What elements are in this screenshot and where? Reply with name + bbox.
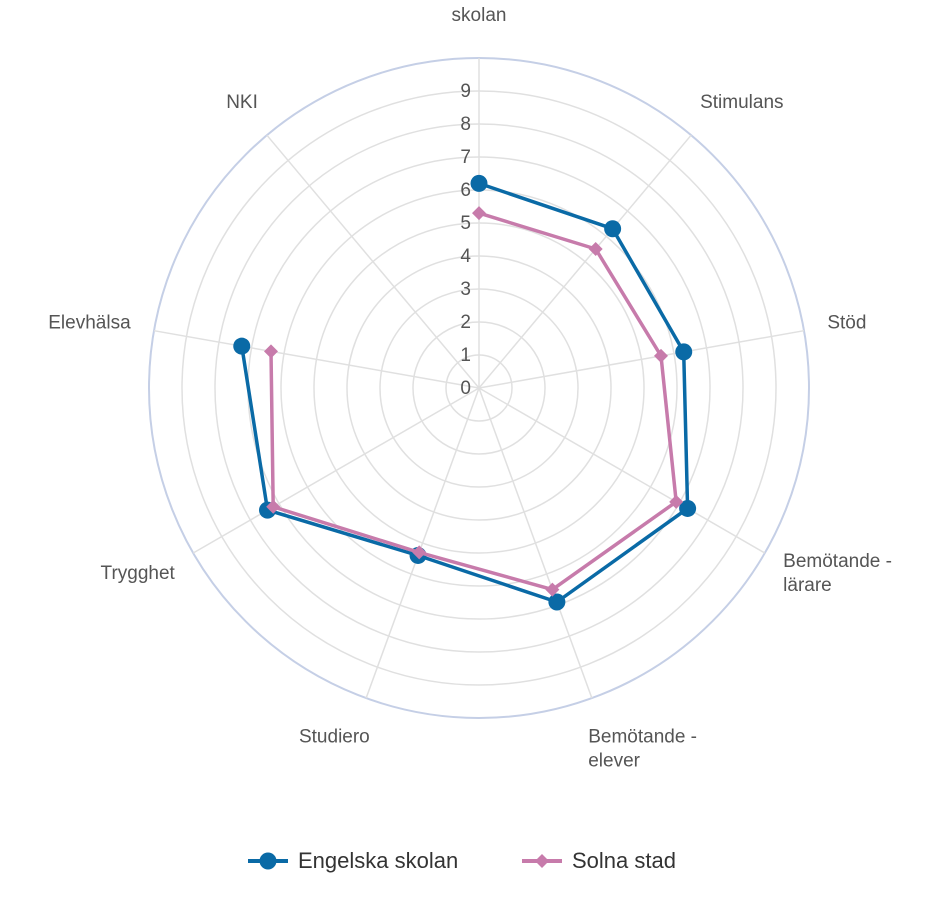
spoke-line (478, 387, 766, 554)
legend-item[interactable]: Engelska skolan (248, 848, 458, 873)
data-point[interactable] (412, 545, 427, 560)
data-point[interactable] (545, 582, 560, 597)
data-point[interactable] (604, 220, 622, 238)
series-0 (233, 174, 697, 611)
series-line (269, 211, 678, 592)
radial-tick-label: 3 (460, 279, 471, 300)
grid-layer: 0 1 2 3 4 5 6 7 8 9 (148, 57, 810, 719)
data-point[interactable] (679, 499, 697, 517)
legend-label: Engelska skolan (298, 848, 458, 873)
category-label: Stöd (827, 312, 866, 333)
spoke-line (478, 329, 805, 389)
legend[interactable]: Engelska skolan Solna stad (248, 848, 676, 873)
data-point[interactable] (588, 241, 603, 256)
data-point[interactable] (669, 494, 684, 509)
spoke-line (266, 134, 480, 389)
category-label: Bemötande -elever (588, 727, 697, 772)
data-point[interactable] (653, 348, 668, 363)
spoke-line (478, 387, 593, 699)
spoke-line (478, 134, 692, 389)
data-point[interactable] (233, 337, 251, 355)
data-point[interactable] (470, 174, 488, 192)
category-label: Trygghet (101, 563, 176, 584)
radial-tick-label: 2 (460, 312, 471, 333)
legend-item[interactable]: Solna stad (522, 848, 676, 873)
category-label: Studiero (299, 727, 370, 748)
radial-tick-label: 0 (460, 378, 471, 399)
radial-tick-label: 6 (460, 180, 471, 201)
data-point[interactable] (264, 344, 279, 359)
series-1 (264, 206, 684, 597)
data-point[interactable] (472, 206, 486, 221)
label-layer: Information frånskolan Stimulans Stöd Bemöt… (48, 0, 892, 772)
category-label: Bemötande -lärare (783, 551, 892, 596)
data-point[interactable] (675, 343, 693, 361)
legend-marker (535, 854, 549, 868)
radial-tick-label: 4 (460, 246, 471, 267)
data-point[interactable] (548, 593, 566, 611)
radial-tick-label: 5 (460, 213, 471, 234)
spoke-line (365, 387, 480, 699)
category-label: Information frånskolan (412, 0, 545, 26)
radial-tick-label: 1 (460, 345, 471, 366)
category-label: Stimulans (700, 92, 783, 113)
radial-tick-label: 9 (460, 81, 471, 102)
series-line (240, 181, 690, 604)
spoke-line (153, 329, 480, 389)
legend-label: Solna stad (572, 848, 676, 873)
data-point[interactable] (266, 499, 281, 514)
category-label: Elevhälsa (48, 312, 131, 333)
spoke-line (192, 387, 480, 554)
legend-marker (259, 852, 277, 870)
radial-tick-label: 8 (460, 114, 471, 135)
category-label: NKI (226, 92, 258, 113)
series-layer (233, 174, 697, 611)
radial-tick-label: 7 (460, 147, 471, 168)
